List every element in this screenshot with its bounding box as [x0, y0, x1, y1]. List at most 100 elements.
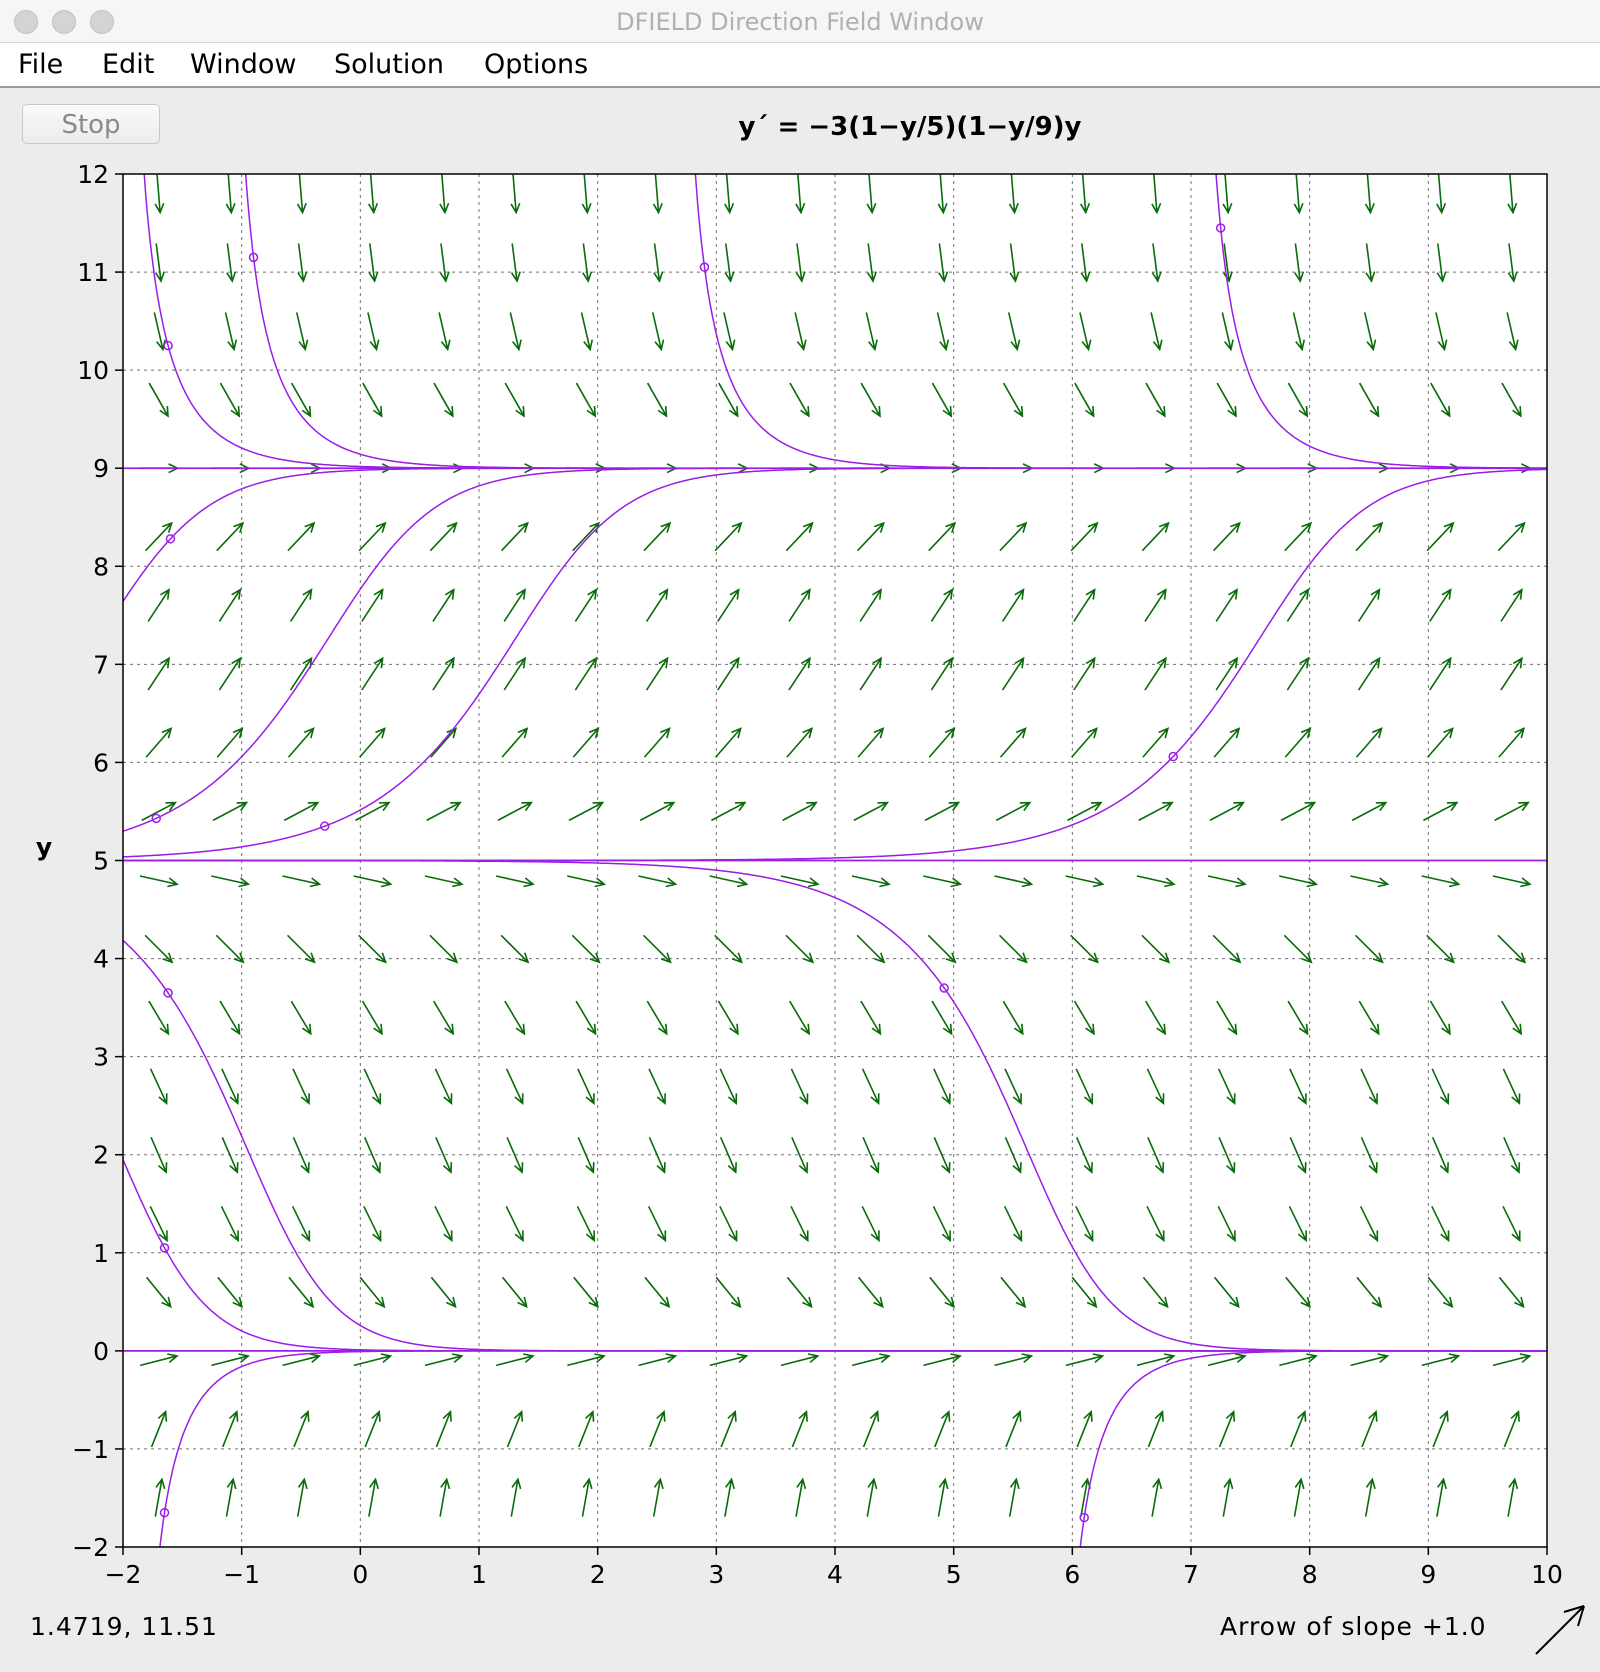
field-arrow — [648, 1068, 666, 1105]
field-arrow — [1004, 1136, 1022, 1174]
initial-point-marker — [1079, 1512, 1089, 1523]
field-arrow — [715, 1276, 742, 1309]
field-arrow — [1136, 875, 1176, 888]
field-arrow — [154, 1477, 166, 1517]
field-arrow — [217, 1276, 243, 1309]
field-arrow — [1007, 312, 1021, 352]
field-arrow — [435, 1409, 452, 1448]
menu-file[interactable]: File — [18, 49, 64, 80]
field-arrow — [1075, 1136, 1093, 1174]
zoom-window-button[interactable] — [90, 10, 114, 34]
field-arrow — [1507, 174, 1518, 215]
field-arrow — [505, 1068, 524, 1105]
field-arrow — [1080, 243, 1091, 283]
stop-button[interactable]: Stop — [22, 104, 160, 144]
field-arrow — [1287, 1000, 1309, 1036]
field-arrow — [216, 727, 244, 758]
field-arrow — [1364, 1477, 1376, 1517]
menu-edit[interactable]: Edit — [102, 49, 155, 80]
field-arrow — [1001, 656, 1025, 691]
field-arrow — [1075, 1205, 1094, 1243]
field-arrow — [150, 1136, 168, 1174]
field-arrow — [1431, 1205, 1450, 1243]
field-arrow — [292, 1136, 310, 1174]
field-arrow — [1293, 1477, 1305, 1517]
arrow-slope-label: Arrow of slope +1.0 — [1220, 1612, 1487, 1641]
field-arrow — [509, 312, 522, 352]
field-arrow — [785, 521, 814, 552]
field-arrow — [931, 382, 953, 418]
field-arrow — [574, 656, 598, 691]
field-arrow — [1427, 1276, 1454, 1309]
field-arrow — [1151, 243, 1162, 283]
field-arrow — [139, 875, 179, 888]
y-tick-label: 6 — [93, 748, 109, 777]
menu-window[interactable]: Window — [190, 49, 297, 80]
field-arrow — [504, 382, 525, 418]
menu-solution[interactable]: Solution — [334, 49, 444, 80]
field-arrow — [791, 1409, 808, 1448]
field-arrow — [220, 1205, 239, 1243]
field-arrow — [856, 934, 886, 964]
field-arrow — [144, 521, 173, 552]
field-arrow — [292, 1068, 310, 1105]
field-arrow — [361, 1000, 383, 1036]
field-arrow — [358, 934, 387, 964]
field-arrow — [1071, 1276, 1098, 1309]
field-arrow — [424, 875, 464, 888]
field-arrow — [577, 1136, 595, 1174]
y-tick-label: 4 — [93, 945, 109, 974]
field-arrow — [426, 801, 462, 822]
cursor-coordinates: 1.4719, 11.51 — [30, 1612, 218, 1641]
field-arrow — [785, 934, 815, 964]
y-tick-label: 7 — [93, 650, 109, 679]
field-arrow — [1073, 1000, 1095, 1036]
field-arrow — [1492, 1353, 1532, 1367]
minimize-window-button[interactable] — [52, 10, 76, 34]
field-arrow — [432, 1000, 455, 1036]
field-arrow — [651, 312, 665, 352]
field-arrow — [717, 588, 740, 622]
x-tick-label: −2 — [105, 1560, 142, 1589]
field-arrow — [1079, 312, 1092, 352]
field-arrow — [857, 1276, 884, 1309]
field-arrow — [295, 312, 309, 352]
field-arrow — [923, 1353, 962, 1367]
field-arrow — [1502, 1205, 1521, 1243]
field-arrow — [851, 1353, 891, 1367]
field-arrow — [1507, 243, 1518, 283]
field-arrow — [711, 801, 747, 822]
field-arrow — [652, 1477, 664, 1517]
field-arrow — [572, 727, 600, 758]
menubar: File Edit Window Solution Options — [0, 43, 1600, 88]
solution-curve — [1079, 1350, 1547, 1547]
initial-point-marker — [319, 821, 330, 831]
field-arrow — [211, 875, 251, 888]
menu-options[interactable]: Options — [484, 49, 589, 80]
field-arrow — [368, 1477, 379, 1517]
field-arrow — [218, 588, 242, 622]
field-arrow — [1279, 1353, 1318, 1367]
field-arrow — [283, 801, 320, 822]
x-tick-label: 9 — [1420, 1560, 1436, 1589]
field-arrow — [430, 727, 458, 758]
y-tick-label: 0 — [93, 1337, 109, 1366]
field-arrow — [714, 934, 743, 964]
y-tick-label: 12 — [77, 160, 109, 189]
field-arrow — [924, 801, 961, 822]
close-window-button[interactable] — [14, 10, 38, 34]
field-arrow — [148, 382, 169, 418]
field-arrow — [1071, 727, 1098, 758]
field-arrow — [362, 382, 383, 418]
initial-point-marker — [163, 340, 173, 351]
field-arrow — [860, 382, 881, 418]
field-arrow — [866, 243, 877, 283]
field-arrow — [433, 382, 454, 418]
field-arrow — [1435, 174, 1447, 215]
field-arrow — [862, 1136, 880, 1174]
y-tick-label: 1 — [93, 1239, 109, 1268]
field-arrow — [221, 1068, 239, 1105]
field-arrow — [788, 1000, 811, 1036]
field-arrow — [149, 1205, 168, 1243]
